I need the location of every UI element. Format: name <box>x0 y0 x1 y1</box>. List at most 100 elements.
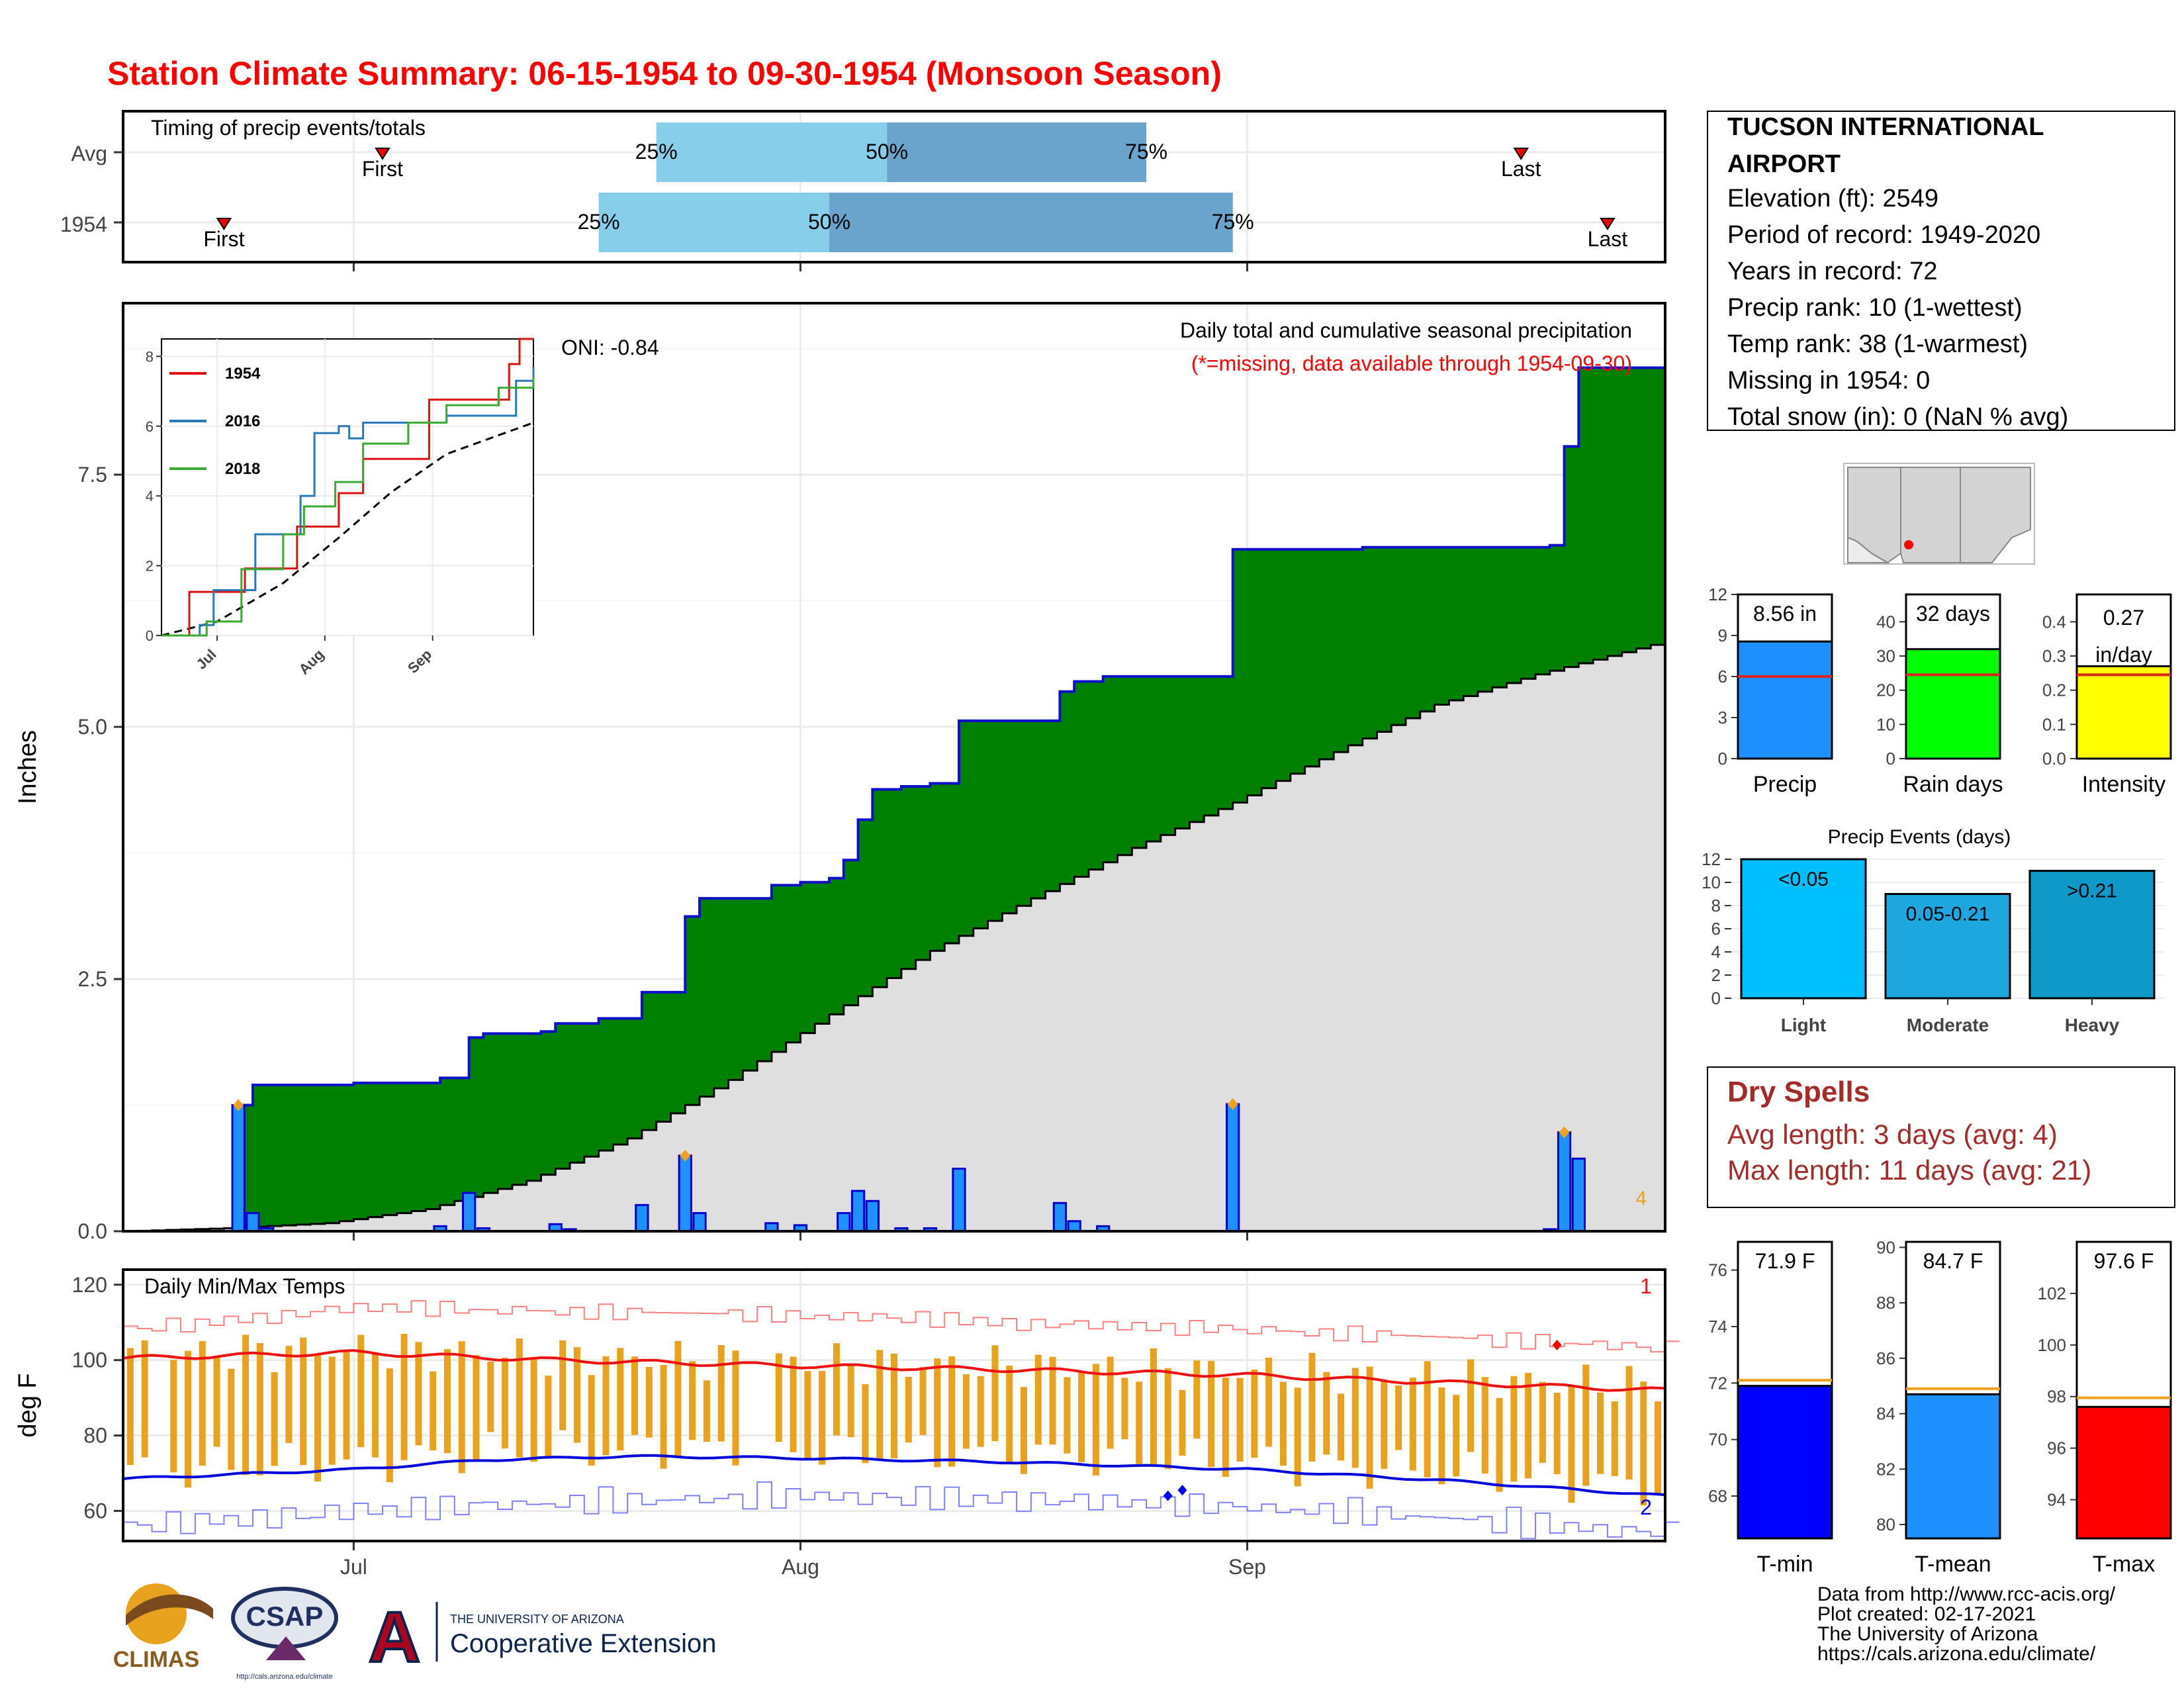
timing-panel: 25% 50% 75% First Last 25% 50% 75% First Last Tim… <box>60 110 1666 271</box>
credits: Data from http://www.rcc-acis.org/ Plot … <box>1817 1583 2116 1665</box>
station-period: Period of record: 1949-2020 <box>1727 221 2040 249</box>
daily-temp-range-bar <box>487 1362 494 1432</box>
precip-events-category-label: Moderate <box>1907 1015 1989 1035</box>
station-name-line1: TUCSON INTERNATIONAL <box>1727 113 2044 141</box>
daily-precip-bar <box>246 1212 260 1233</box>
season-temp-y-tick-label: 96 <box>2047 1438 2066 1458</box>
daily-temp-range-bar <box>717 1345 725 1442</box>
daily-precip-bar <box>461 1192 477 1233</box>
timing-first-marker <box>375 148 390 160</box>
daily-temp-range-bar <box>703 1380 710 1442</box>
daily-temp-range-bar <box>1208 1360 1215 1468</box>
station-name: TUCSON INTERNATIONAL AIRPORT <box>1727 113 2050 178</box>
daily-temp-range-bar <box>1179 1389 1186 1456</box>
csap-logo: CSAP http://cals.arizona.edu/climate <box>231 1587 338 1681</box>
season-temp-y-tick-label: 82 <box>1876 1459 1895 1479</box>
season-precip-y-tick-label: 10 <box>1876 714 1895 734</box>
daily-temp-range-bar <box>1655 1401 1662 1496</box>
daily-temp-range-bar <box>1049 1356 1056 1445</box>
temperature-x-tick-label: Jul <box>340 1555 367 1579</box>
station-temp-rank: Temp rank: 38 (1-warmest) <box>1727 330 2028 358</box>
season-temp-y-tick-label: 102 <box>2038 1284 2066 1303</box>
season-temp-category-label: T-max <box>2093 1552 2155 1577</box>
inset-y-tick-label: 8 <box>146 348 154 365</box>
daily-temp-range-bar <box>1064 1377 1071 1454</box>
inset-comparison-chart: 0 2 4 6 8 Jul Aug Sep 1954 2016 2018 <box>146 338 535 678</box>
precip-events-bar-label: <0.05 <box>1778 868 1829 890</box>
station-info-frame <box>1707 111 2175 431</box>
daily-temp-range-bar <box>1481 1377 1488 1474</box>
station-years: Years in record: 72 <box>1727 258 1938 285</box>
daily-temp-range-bar <box>530 1358 537 1462</box>
season-temp-y-tick-label: 94 <box>2047 1490 2066 1510</box>
daily-temp-range-bar <box>660 1364 667 1469</box>
daily-temp-range-bar <box>775 1353 782 1442</box>
daily-temp-range-bar <box>1279 1382 1287 1466</box>
season-temp-bar <box>1737 1385 1833 1540</box>
daily-temp-range-bar <box>199 1341 206 1466</box>
season-precip-y-tick-label: 9 <box>1718 626 1727 645</box>
timing-last-marker <box>1513 148 1529 160</box>
daily-temp-range-bar <box>674 1340 682 1458</box>
record-low-count: 2 <box>1640 1495 1652 1519</box>
season-precip-y-tick-label: 0 <box>1718 749 1727 769</box>
season-precip-bar <box>1905 648 2001 760</box>
timing-last-marker <box>1600 218 1615 230</box>
daily-temp-range-bar <box>689 1361 696 1440</box>
precip-events-y-tick-label: 2 <box>1711 965 1721 985</box>
daily-temp-range-bar <box>847 1364 854 1438</box>
inset-series-lines <box>161 338 535 637</box>
daily-temp-range-bar <box>1121 1378 1128 1440</box>
season-temp-y-tick-label: 98 <box>2047 1387 2066 1407</box>
daily-precip-bar <box>635 1203 649 1233</box>
daily-temp-range-bar <box>357 1335 365 1448</box>
timing-row-avg-label: Avg <box>71 142 107 165</box>
daily-temp-range-bar <box>573 1347 580 1443</box>
season-temp-y-tick-label: 74 <box>1708 1317 1727 1336</box>
csap-url: http://cals.arizona.edu/climate <box>236 1673 333 1681</box>
daily-temp-range-bar <box>213 1356 220 1447</box>
daily-temp-range-bar <box>732 1350 739 1466</box>
daily-temp-range-bar <box>1006 1366 1013 1464</box>
normal-min-line <box>122 1454 1666 1497</box>
timing-first-label: First <box>362 157 403 181</box>
daily-temp-range-bar <box>545 1376 552 1459</box>
daily-temp-range-bar <box>962 1374 970 1449</box>
inset-legend: 1954 2016 2018 <box>169 365 261 478</box>
dry-spells-box: Dry Spells Avg length: 3 days (avg: 4) M… <box>1707 1066 2175 1208</box>
inset-series-line-2016 <box>161 367 535 637</box>
daily-temp-range-bar <box>400 1333 408 1460</box>
dry-spells-frame <box>1707 1066 2175 1208</box>
station-elevation: Elevation (ft): 2549 <box>1727 185 1938 212</box>
timing-bar-25-50 <box>598 193 830 252</box>
temperature-chart-title: Daily Min/Max Temps <box>144 1274 345 1298</box>
daily-temp-range-bar <box>948 1356 956 1467</box>
daily-precip-bar <box>850 1190 866 1233</box>
daily-temp-range-bar <box>588 1375 595 1466</box>
inset-y-tick-label: 2 <box>146 558 154 575</box>
climas-wordmark: CLIMAS <box>113 1647 199 1672</box>
daily-temp-range-bar <box>314 1355 321 1481</box>
record-min-line <box>123 1481 1680 1540</box>
daily-precip-bar <box>231 1104 246 1233</box>
timing-bar-50-75 <box>887 122 1147 182</box>
daily-temp-range-bar <box>602 1356 610 1456</box>
daily-precip-bar <box>1226 1103 1240 1233</box>
daily-temp-range-bar <box>1222 1377 1229 1477</box>
precip-events-y-tick-label: 4 <box>1711 942 1721 962</box>
temperature-y-tick-label: 120 <box>72 1273 107 1297</box>
daily-temp-range-bar <box>559 1340 567 1430</box>
daily-temp-range-bar <box>1467 1359 1475 1452</box>
precip-y-axis-title: Inches <box>14 730 42 804</box>
season-precip-y-tick-label: 0.3 <box>2042 646 2066 666</box>
inset-y-tick-label: 6 <box>146 418 154 435</box>
timing-p75-label: 75% <box>1212 210 1254 234</box>
daily-temp-range-bar <box>833 1343 840 1436</box>
season-temp-y-tick-label: 90 <box>1876 1237 1895 1257</box>
temperature-y-tick-label: 80 <box>83 1424 107 1448</box>
daily-temp-range-bar <box>1136 1382 1143 1464</box>
inset-series-line-2018 <box>161 377 535 637</box>
precip-events-title: Precip Events (days) <box>1828 826 2011 848</box>
dry-spells-avg-length: Avg length: 3 days (avg: 4) <box>1727 1119 2058 1150</box>
